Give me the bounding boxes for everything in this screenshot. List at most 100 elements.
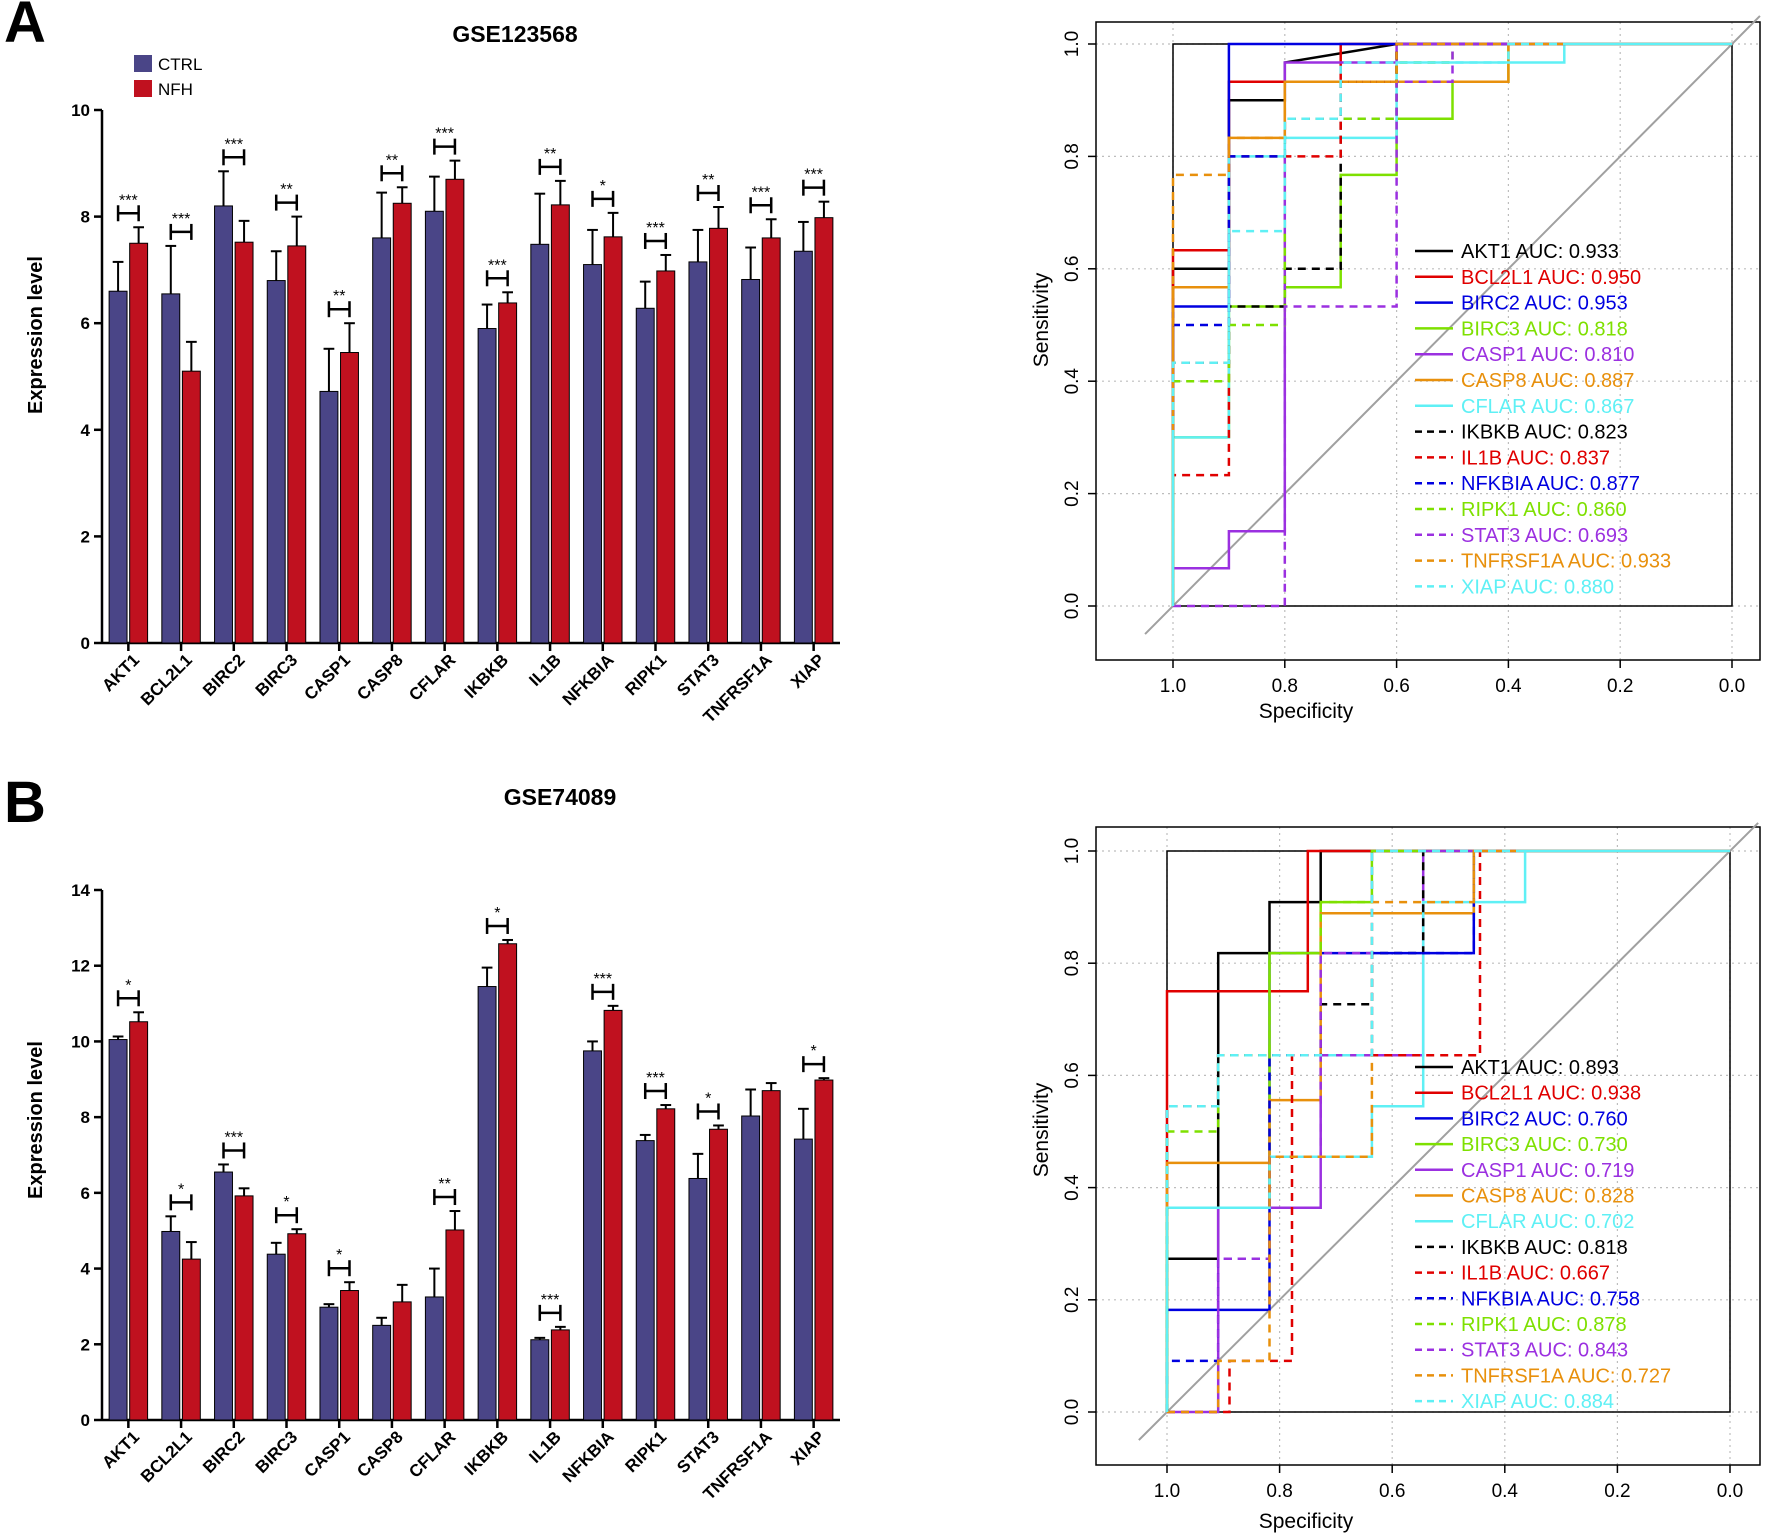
- roc-xlabel: Specificity: [1259, 1510, 1354, 1533]
- y-tick-label: 10: [71, 1032, 90, 1051]
- plot-frame: [1095, 826, 1761, 1466]
- y-tick-label: 0.8: [1062, 950, 1083, 976]
- legend-entry-bcl2l1: BCL2L1 AUC: 0.950: [1461, 267, 1641, 289]
- bar-nfh-birc3: [287, 1233, 307, 1421]
- legend-entry-akt1: AKT1 AUC: 0.893: [1461, 1057, 1619, 1079]
- legend-entry-akt1: AKT1 AUC: 0.933: [1461, 241, 1619, 263]
- significance-label: ***: [435, 126, 454, 143]
- significance-label: ***: [752, 184, 771, 201]
- bar-nfh-stat3: [709, 227, 728, 644]
- roc-chart-gse74089: Specificity Sensitivity 1.0 0.8 0.6 0.4 0.2 0…: [1030, 822, 1761, 1533]
- legend-entry-stat3: STAT3 AUC: 0.843: [1461, 1340, 1628, 1362]
- bar-nfh-nfkbia: [603, 1009, 623, 1421]
- legend-entry-cflar: CFLAR AUC: 0.702: [1461, 1211, 1634, 1233]
- bar-ctrl-akt1: [108, 290, 128, 644]
- bar-chart-title: GSE74089: [504, 784, 617, 810]
- x-tick-label: 0.4: [1492, 1481, 1519, 1502]
- significance-label: ***: [172, 211, 191, 228]
- significance-label: ***: [646, 1070, 665, 1087]
- legend-entry-birc3: BIRC3 AUC: 0.730: [1461, 1134, 1628, 1156]
- significance-label: *: [125, 977, 131, 994]
- bar-nfh-cflar: [445, 178, 465, 644]
- roc-curve-xiap: [1165, 849, 1730, 1412]
- y-tick-label: 14: [71, 881, 90, 900]
- roc-xlabel: Specificity: [1259, 700, 1354, 723]
- legend-entry-ripk1: RIPK1 AUC: 0.878: [1461, 1314, 1627, 1336]
- bar-nfh-tnfrsf1a: [761, 1090, 781, 1421]
- chance-diagonal: [1138, 822, 1759, 1441]
- bar-ctrl-xiap: [793, 250, 813, 644]
- bar-ctrl-nfkbia: [583, 264, 602, 644]
- y-tick-label: 0.2: [1062, 480, 1083, 506]
- y-tick-label: 0: [81, 634, 90, 653]
- legend-entry-tnfrsf1a: TNFRSF1A AUC: 0.933: [1461, 551, 1671, 573]
- bar-nfh-stat3: [709, 1128, 728, 1421]
- significance-label: **: [702, 172, 714, 189]
- legend-entry-nfkbia: NFKBIA AUC: 0.758: [1461, 1288, 1640, 1310]
- y-tick-label: 2: [81, 527, 90, 546]
- roc-curve-il1b: [1167, 849, 1730, 1414]
- y-tick-label: 10: [71, 101, 90, 120]
- legend-entry-birc2: BIRC2 AUC: 0.760: [1461, 1108, 1628, 1130]
- bar-ctrl-birc3: [266, 1253, 286, 1421]
- y-tick-label: 4: [81, 421, 91, 440]
- y-tick-label: 8: [81, 1108, 90, 1127]
- significance-label: **: [438, 1176, 450, 1193]
- bar-ctrl-stat3: [688, 1177, 708, 1421]
- bar-ctrl-birc2: [214, 1171, 233, 1421]
- bar-ctrl-ripk1: [635, 307, 655, 644]
- bar-nfh-tnfrsf1a: [761, 237, 781, 644]
- bar-ctrl-stat3: [688, 261, 708, 644]
- bar-ctrl-tnfrsf1a: [741, 1115, 761, 1421]
- bar-nfh-bcl2l1: [181, 370, 201, 644]
- y-tick-label: 0.8: [1062, 143, 1083, 169]
- bar-ctrl-ripk1: [635, 1140, 655, 1421]
- legend-entry-birc3: BIRC3 AUC: 0.818: [1461, 318, 1628, 340]
- bar-ctrl-bcl2l1: [161, 293, 181, 644]
- roc-curve-akt1: [1171, 42, 1732, 606]
- panel-letter-a: A: [4, 0, 46, 55]
- bar-nfh-bcl2l1: [181, 1258, 201, 1421]
- significance-label: ***: [646, 220, 665, 237]
- bar-ctrl-cflar: [424, 1296, 444, 1421]
- legend-entry-il1b: IL1B AUC: 0.837: [1461, 447, 1610, 469]
- roc-curve-nfkbia: [1165, 849, 1730, 1412]
- significance-label: **: [333, 288, 345, 305]
- y-tick-label: 0.0: [1062, 593, 1083, 619]
- legend-entry-ikbkb: IKBKB AUC: 0.818: [1461, 1237, 1628, 1259]
- bar-ctrl-casp8: [372, 237, 392, 644]
- legend-entry-ripk1: RIPK1 AUC: 0.860: [1461, 499, 1627, 521]
- bar-ctrl-akt1: [108, 1039, 128, 1421]
- x-tick-label: 0.4: [1495, 676, 1522, 697]
- bar-chart-title: GSE123568: [452, 21, 578, 47]
- bar-nfh-il1b: [550, 204, 570, 644]
- y-tick-label: 4: [81, 1260, 91, 1279]
- roc-ylabel: Sensitivity: [1030, 1082, 1053, 1177]
- y-tick-label: 6: [81, 314, 90, 333]
- significance-label: *: [283, 1194, 289, 1211]
- legend-entry-casp1: CASP1 AUC: 0.810: [1461, 344, 1634, 366]
- y-tick-label: 0.6: [1062, 1062, 1083, 1088]
- bar-ctrl-il1b: [530, 1339, 550, 1421]
- bar-nfh-birc2: [234, 1195, 254, 1421]
- bar-nfh-cflar: [445, 1229, 465, 1421]
- significance-label: **: [386, 152, 398, 169]
- legend-entry-il1b: IL1B AUC: 0.667: [1461, 1263, 1610, 1285]
- bar-ctrl-ikbkb: [477, 986, 497, 1421]
- legend-entry-casp8: CASP8 AUC: 0.828: [1461, 1186, 1634, 1208]
- legend-label-nfh: NFH: [158, 80, 193, 99]
- x-tick-label: 0.8: [1266, 1481, 1292, 1502]
- bar-nfh-xiap: [814, 1079, 834, 1421]
- bar-nfh-xiap: [814, 217, 834, 644]
- y-tick-label: 0.6: [1062, 256, 1083, 282]
- significance-label: *: [811, 1043, 817, 1060]
- bar-ctrl-ikbkb: [477, 328, 497, 644]
- bar-ctrl-xiap: [793, 1138, 813, 1421]
- bar-ctrl-casp1: [319, 390, 339, 644]
- bar-chart-ylabel: Expression level: [25, 1041, 47, 1199]
- bar-nfh-il1b: [550, 1329, 570, 1421]
- x-tick-label: 0.0: [1719, 676, 1745, 697]
- bar-ctrl-birc2: [214, 205, 233, 644]
- roc-curve-xiap: [1171, 42, 1732, 606]
